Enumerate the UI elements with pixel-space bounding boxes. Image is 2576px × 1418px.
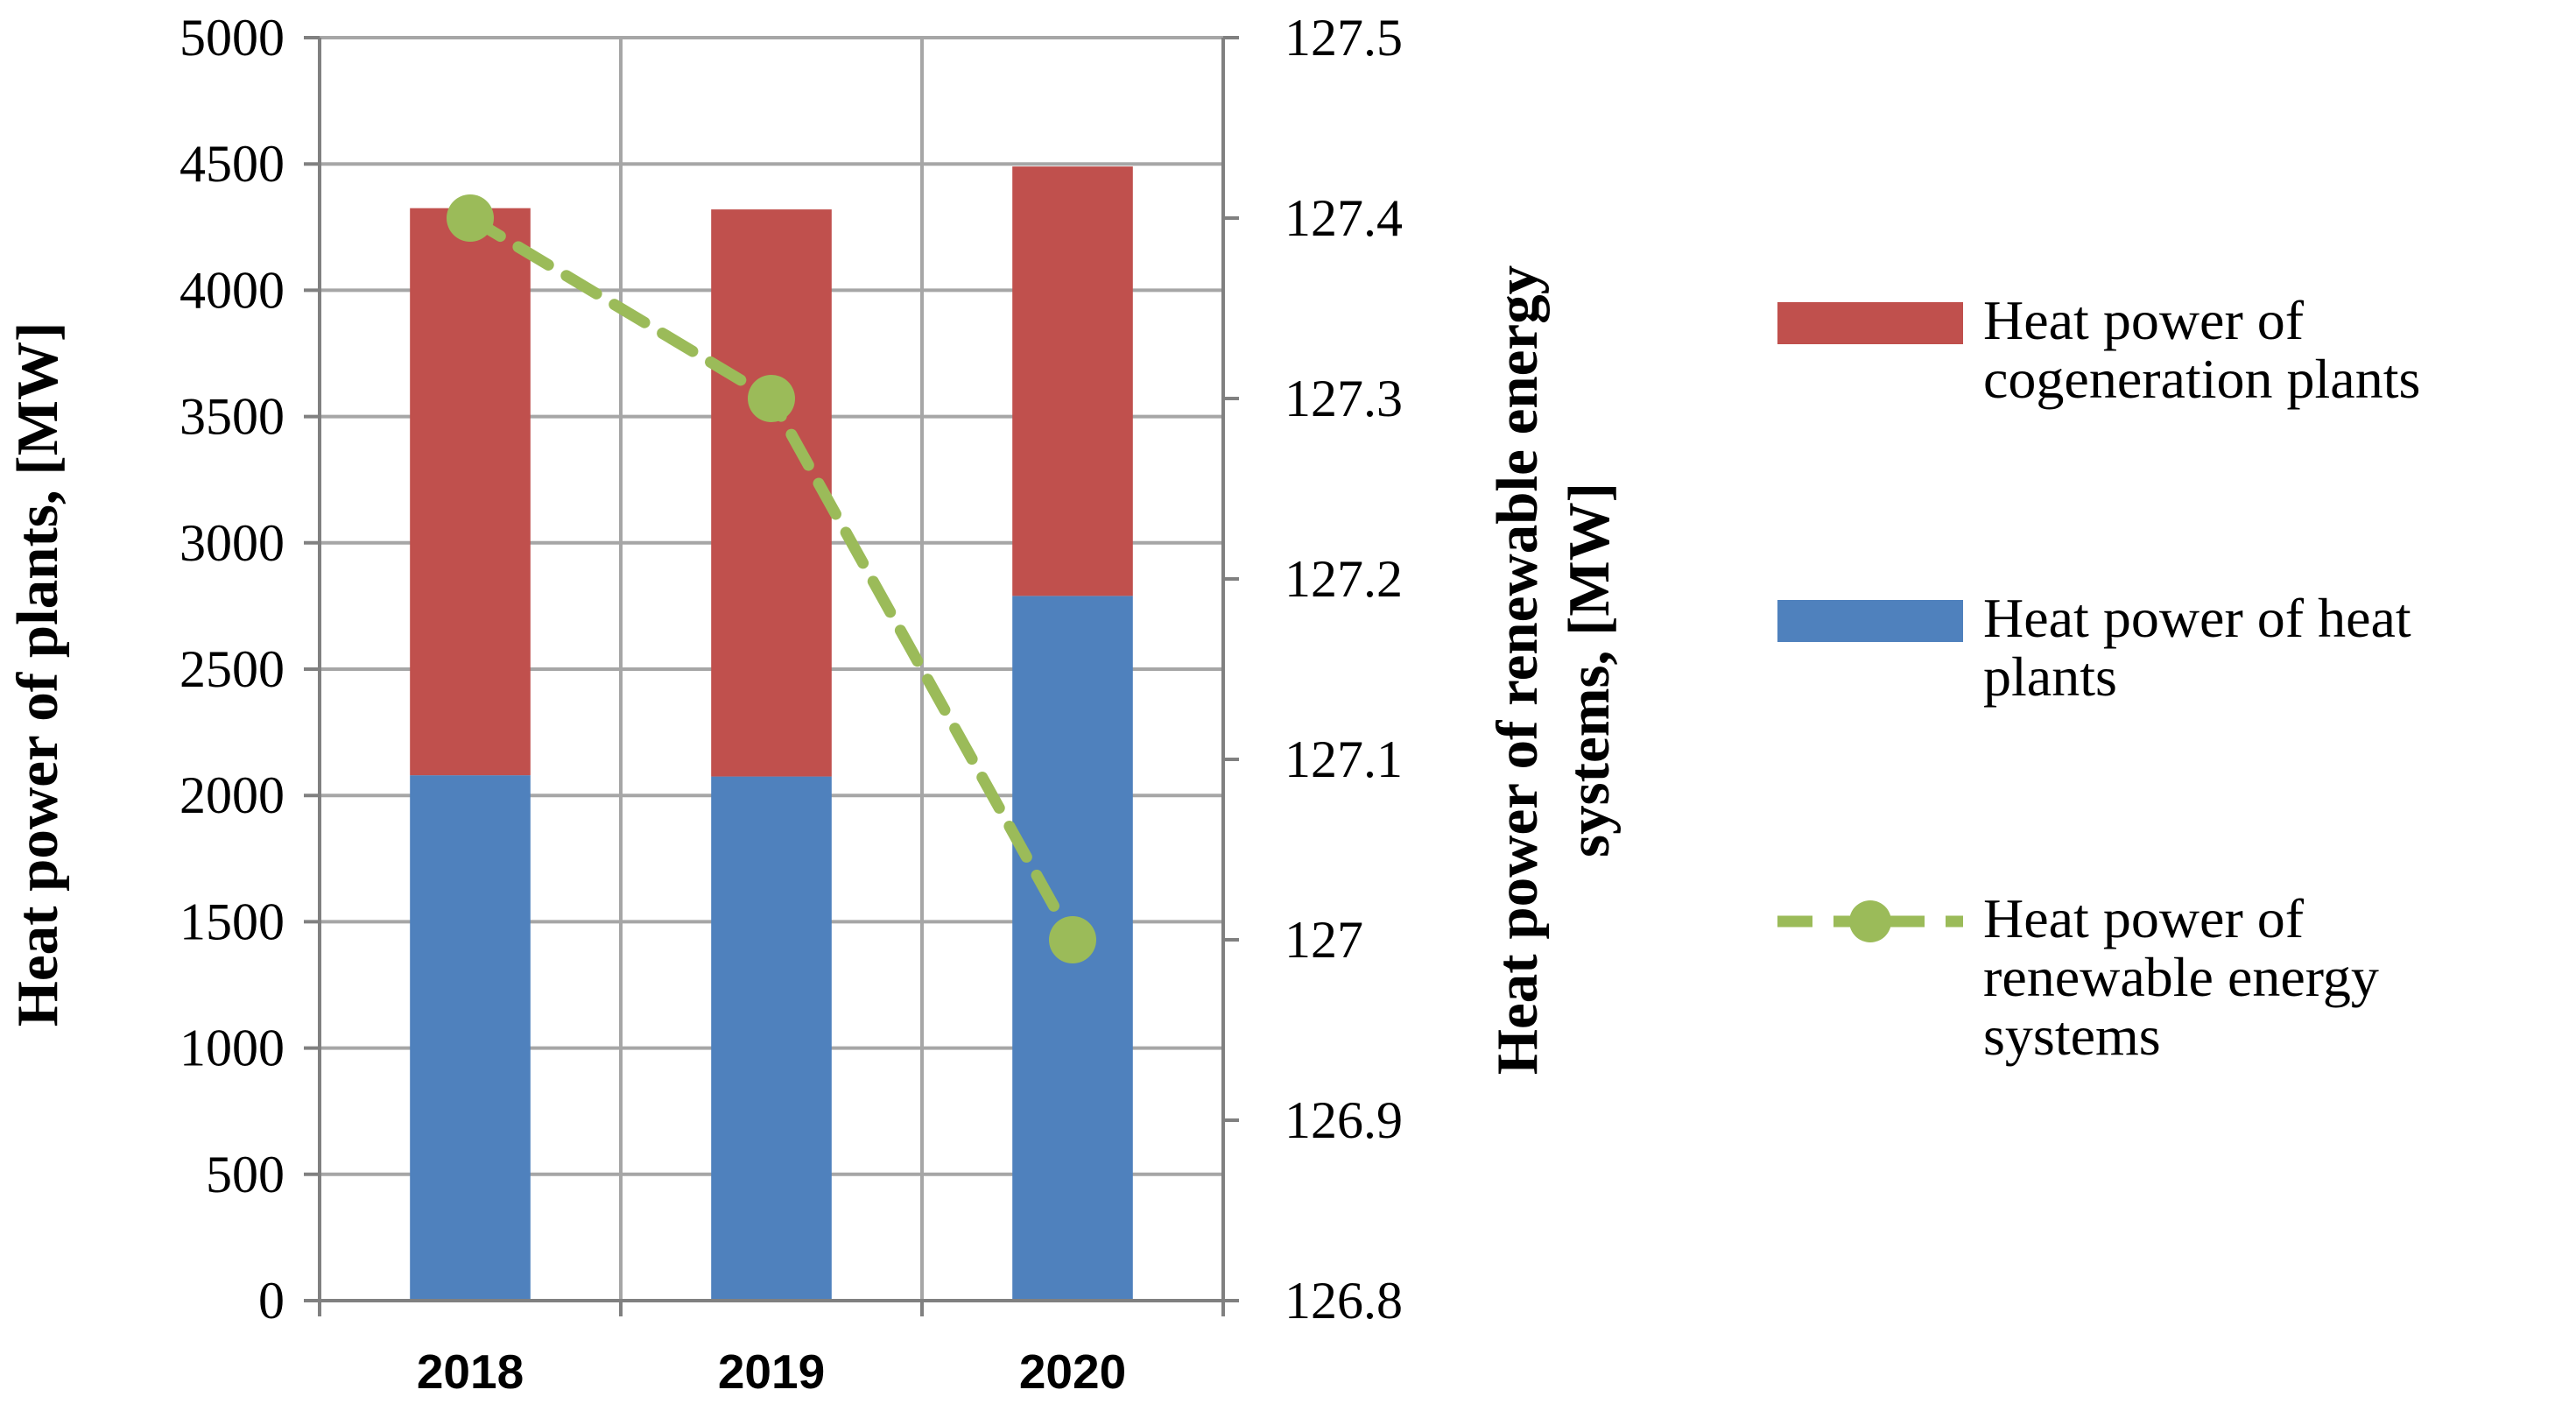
tick-label-right: 126.9 bbox=[1284, 1091, 1403, 1149]
y-axis-title-right-line: Heat power of renewable energy bbox=[1485, 265, 1550, 1075]
point-renewable-2019 bbox=[748, 375, 795, 422]
right-tick-labels: 126.8 126.9 127 127.1 127.2 127.3 127.4 127.5 bbox=[1284, 9, 1403, 1330]
legend-label: renewable energy bbox=[1983, 946, 2379, 1008]
bar-heat-power-of-cogeneration-plants-2020 bbox=[1012, 166, 1133, 596]
tick-label-left: 500 bbox=[206, 1146, 285, 1203]
tick-label-right: 127.4 bbox=[1284, 189, 1403, 247]
line-series bbox=[447, 194, 1096, 963]
legend-label: plants bbox=[1983, 646, 2117, 708]
legend-label: systems bbox=[1983, 1005, 2161, 1067]
bar-heat-power-of-heat-plants-2018 bbox=[410, 775, 531, 1301]
tick-label-right: 126.8 bbox=[1284, 1272, 1403, 1330]
tick-label-right: 127.3 bbox=[1284, 370, 1403, 427]
tick-label-x: 2020 bbox=[1019, 1344, 1126, 1399]
tick-label-left: 0 bbox=[258, 1272, 285, 1330]
tick-label-left: 3000 bbox=[179, 514, 285, 572]
left-tick-labels: 0 500 1000 1500 2000 2500 3000 3500 4000 4500 5000 bbox=[179, 9, 285, 1330]
tick-label-left: 4000 bbox=[179, 261, 285, 319]
tick-label-right: 127.5 bbox=[1284, 9, 1403, 67]
legend-swatch bbox=[1777, 302, 1963, 344]
point-renewable-2018 bbox=[447, 194, 494, 242]
legend-label: Heat power of bbox=[1983, 887, 2305, 949]
tick-label-right: 127.1 bbox=[1284, 730, 1403, 788]
tick-label-x: 2019 bbox=[718, 1344, 825, 1399]
tick-label-left: 4500 bbox=[179, 135, 285, 193]
tick-label-left: 5000 bbox=[179, 9, 285, 67]
legend-swatch-marker bbox=[1849, 900, 1891, 942]
legend-label: Heat power of heat bbox=[1983, 587, 2411, 649]
tick-label-left: 2500 bbox=[179, 640, 285, 698]
bar-heat-power-of-cogeneration-plants-2018 bbox=[410, 208, 531, 776]
point-renewable-2020 bbox=[1049, 916, 1096, 963]
tick-label-left: 1000 bbox=[179, 1019, 285, 1077]
x-tick-labels: 2018 2019 2020 bbox=[417, 1344, 1126, 1399]
tick-label-left: 3500 bbox=[179, 388, 285, 446]
tick-label-left: 2000 bbox=[179, 766, 285, 824]
axes bbox=[304, 36, 1239, 1316]
bars bbox=[410, 166, 1133, 1301]
bar-heat-power-of-cogeneration-plants-2019 bbox=[711, 209, 832, 777]
y-axis-title-right: Heat power of renewable energy systems, [… bbox=[1485, 265, 1622, 1075]
tick-label-left: 1500 bbox=[179, 892, 285, 950]
tick-label-right: 127.2 bbox=[1284, 550, 1403, 608]
legend-label: Heat power of bbox=[1983, 289, 2305, 351]
tick-label-right: 127 bbox=[1284, 911, 1363, 969]
legend-label: cogeneration plants bbox=[1983, 348, 2420, 410]
bar-heat-power-of-heat-plants-2019 bbox=[711, 776, 832, 1301]
y-axis-title-left: Heat power of plants, [MW] bbox=[5, 322, 70, 1027]
y-axis-title-right-line: systems, [MW] bbox=[1557, 483, 1622, 857]
legend-swatch bbox=[1777, 600, 1963, 642]
tick-label-x: 2018 bbox=[417, 1344, 524, 1399]
